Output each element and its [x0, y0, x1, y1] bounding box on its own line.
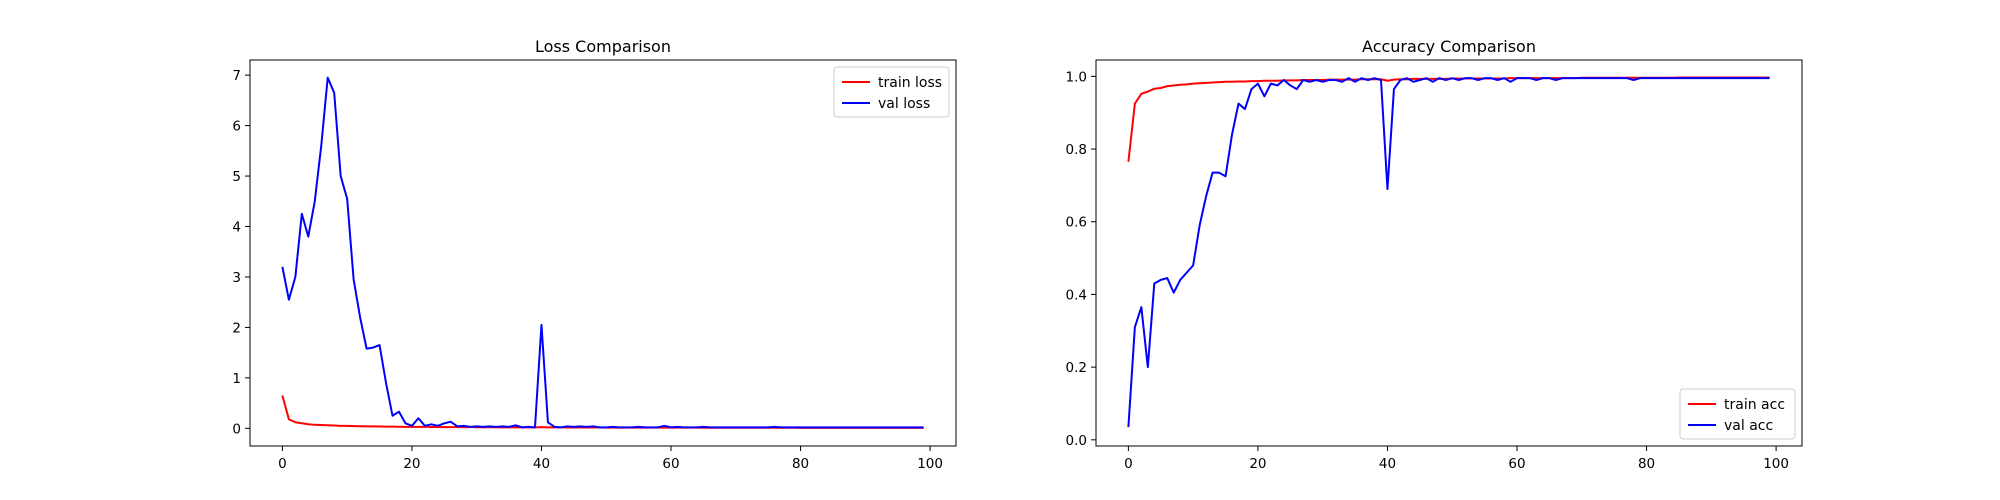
accuracy-chart-title: Accuracy Comparison: [1362, 37, 1536, 56]
loss-legend-label: val loss: [878, 96, 930, 112]
accuracy-chart-panel: Accuracy Comparison 0 20 40 60 80 100 0.0 0.2 0.…: [1066, 37, 1803, 472]
loss-y-tick-label: 7: [232, 68, 241, 84]
loss-x-tick-label: 100: [917, 456, 943, 472]
loss-y-tick-label: 3: [232, 270, 241, 286]
accuracy-y-tick-label: 1.0: [1066, 69, 1087, 85]
accuracy-y-tick-label: 0.8: [1066, 142, 1087, 158]
accuracy-x-tick-label: 0: [1124, 456, 1133, 472]
loss-y-tick-label: 2: [232, 320, 241, 336]
loss-series-line-0: [281, 395, 924, 429]
accuracy-series-line-1: [1127, 77, 1770, 428]
loss-y-tick-label: 4: [232, 220, 241, 236]
accuracy-x-tick-label: 20: [1249, 456, 1266, 472]
accuracy-y-tick-label: 0.6: [1066, 215, 1087, 231]
loss-chart-title: Loss Comparison: [535, 37, 671, 56]
accuracy-legend-box: [1679, 388, 1796, 440]
loss-x-tick-label: 20: [403, 456, 420, 472]
accuracy-x-tick-label: 80: [1638, 456, 1655, 472]
accuracy-plot-frame: [1095, 59, 1803, 447]
accuracy-y-tick-label: 0.4: [1066, 287, 1087, 303]
loss-x-tick-label: 0: [278, 456, 287, 472]
accuracy-x-tick-label: 100: [1763, 456, 1789, 472]
loss-y-tick-label: 0: [232, 421, 241, 437]
loss-legend-box: [833, 66, 950, 118]
accuracy-series-line-0: [1127, 76, 1770, 162]
accuracy-x-tick-label: 40: [1379, 456, 1396, 472]
accuracy-legend-label: train acc: [1724, 397, 1785, 413]
accuracy-x-tick-label: 60: [1508, 456, 1525, 472]
loss-x-tick-label: 80: [792, 456, 809, 472]
accuracy-y-tick-label: 0.0: [1066, 433, 1087, 449]
loss-y-tick-label: 5: [232, 169, 241, 185]
loss-legend: train loss val loss: [833, 66, 950, 118]
accuracy-y-tick-label: 0.2: [1066, 360, 1087, 376]
loss-plot-frame: [249, 59, 957, 447]
accuracy-legend-label: val acc: [1724, 418, 1773, 434]
loss-series-line-1: [281, 76, 924, 429]
loss-chart-panel: Loss Comparison 0 20 40 60 80 100 0 1 2 3 4 5 6 7 trai…: [232, 37, 957, 472]
loss-y-tick-label: 1: [232, 371, 241, 387]
accuracy-legend: train acc val acc: [1679, 388, 1796, 440]
loss-x-tick-label: 40: [533, 456, 550, 472]
loss-legend-label: train loss: [878, 75, 942, 91]
loss-x-tick-label: 60: [662, 456, 679, 472]
loss-y-tick-label: 6: [232, 119, 241, 135]
